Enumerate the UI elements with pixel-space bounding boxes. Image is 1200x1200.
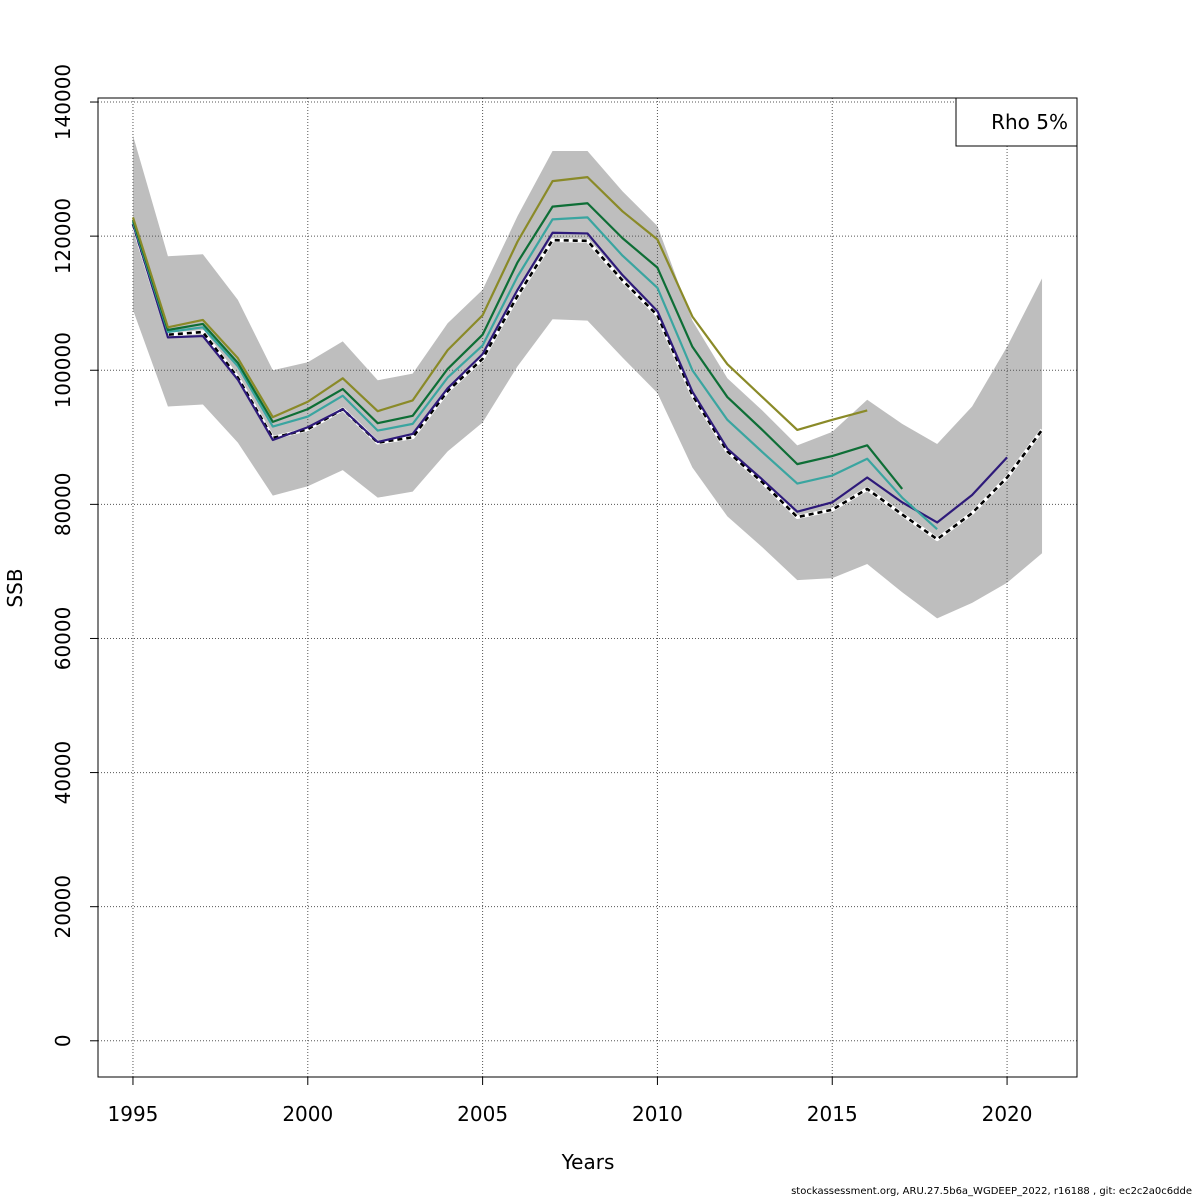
confidence-band-layer <box>132 135 1043 619</box>
y-tick-label: 80000 <box>51 473 75 537</box>
footer-credit: stockassessment.org, ARU.27.5b6a_WGDEEP_… <box>791 1186 1192 1197</box>
grid-layer <box>98 98 1077 1077</box>
y-axis-label: SSB <box>3 568 27 607</box>
y-tick-label: 0 <box>51 1034 75 1047</box>
confidence-band <box>132 135 1043 619</box>
x-tick-label: 2010 <box>632 1102 683 1126</box>
x-tick-label: 2015 <box>807 1102 858 1126</box>
y-tick-label: 120000 <box>51 198 75 274</box>
series-layer <box>131 176 1044 542</box>
x-tick-label: 2020 <box>982 1102 1033 1126</box>
y-tick-label: 20000 <box>51 875 75 939</box>
legend-box <box>955 97 1078 147</box>
x-axis-label: Years <box>561 1150 615 1174</box>
y-tick-label: 40000 <box>51 741 75 805</box>
x-tick-label: 1995 <box>108 1102 159 1126</box>
series-line <box>131 202 904 490</box>
x-tick-label: 2005 <box>457 1102 508 1126</box>
series-line <box>131 216 938 530</box>
plot-frame <box>97 97 1078 1078</box>
series-line <box>131 223 1008 524</box>
x-tick-label: 2000 <box>282 1102 333 1126</box>
y-tick-label: 140000 <box>51 64 75 140</box>
series-line <box>131 176 868 432</box>
y-tick-label: 60000 <box>51 607 75 671</box>
axis-layer: 1995 2000 2005 2010 2015 2020 0 20000 40000 60000… <box>51 64 1033 1126</box>
y-tick-label: 100000 <box>51 332 75 408</box>
legend-entry: Rho 5% <box>991 110 1068 134</box>
legend: Rho 5% <box>955 97 1078 147</box>
